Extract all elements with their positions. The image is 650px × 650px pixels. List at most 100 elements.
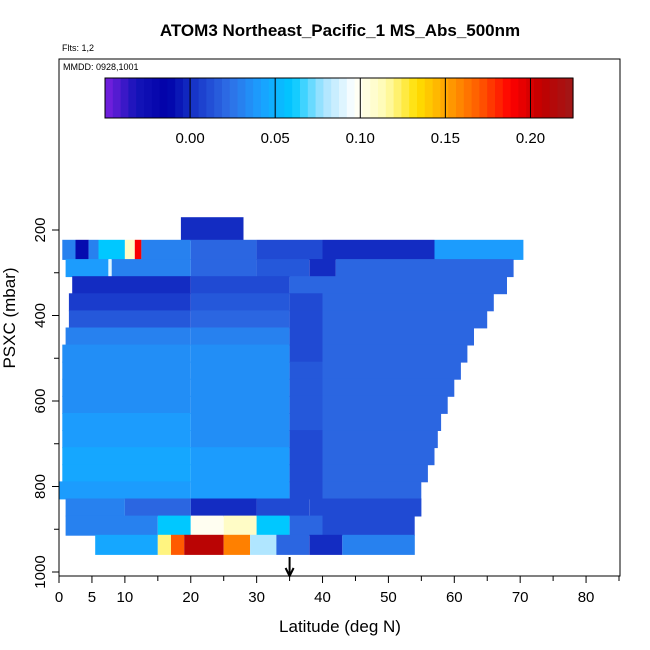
colorbar-swatch <box>487 78 496 118</box>
heatmap-cell <box>250 534 277 555</box>
heatmap-cell <box>322 344 468 363</box>
heatmap-cell <box>289 464 323 483</box>
colorbar-swatch <box>448 78 457 118</box>
heatmap-cell <box>75 239 89 260</box>
colorbar-swatch <box>370 78 379 118</box>
heatmap-cell <box>190 481 290 500</box>
heatmap-cell <box>141 239 191 260</box>
heatmap-cell <box>190 498 257 517</box>
heatmap-cell <box>65 259 109 278</box>
colorbar-swatch <box>307 78 317 118</box>
heatmap-cell <box>62 239 76 260</box>
colorbar-tick-label: 0.15 <box>431 130 460 147</box>
colorbar-swatch <box>409 78 418 118</box>
heatmap-cell <box>59 481 191 500</box>
colorbar-tick-label: 0.00 <box>175 130 204 147</box>
heatmap-cell <box>256 239 323 260</box>
heatmap-cell <box>322 464 428 483</box>
heatmap-cell <box>289 310 323 329</box>
colorbar-swatch <box>378 78 387 118</box>
heatmap-cell <box>223 515 257 536</box>
heatmap-cell <box>322 293 494 312</box>
heatmap-cell <box>134 239 142 260</box>
colorbar-swatch <box>432 78 441 118</box>
y-tick-label: 1000 <box>32 555 49 588</box>
colorbar-swatch <box>261 78 270 118</box>
heatmap-cell <box>223 534 251 555</box>
heatmap-cell <box>190 293 290 312</box>
y-axis: 200 400 600 800 1000 <box>32 217 59 589</box>
heatmap-cell <box>72 276 191 295</box>
heatmap-cell <box>65 515 158 536</box>
latitude-arrow <box>284 557 295 579</box>
colorbar-swatch <box>167 78 176 118</box>
colorbar-tick-label: 0.10 <box>346 130 375 147</box>
x-tick-label: 60 <box>446 589 463 606</box>
heatmap-cell <box>62 361 191 380</box>
colorbar-tick-label: 0.20 <box>516 130 545 147</box>
heatmap-cell <box>276 534 310 555</box>
y-tick-label: 400 <box>32 303 49 328</box>
heatmap-cell <box>289 515 323 536</box>
heatmap-cell <box>190 430 290 449</box>
colorbar-swatch <box>268 78 278 118</box>
heatmap-cell <box>322 481 422 500</box>
colorbar-swatch <box>549 78 558 118</box>
colorbar-swatch <box>518 78 527 118</box>
heatmap-cell <box>289 395 323 414</box>
heatmap-cell <box>184 534 224 555</box>
heatmap-cell <box>322 310 488 329</box>
colorbar-swatch <box>339 78 348 118</box>
colorbar-swatch <box>159 78 168 118</box>
heatmap-cell <box>322 239 435 260</box>
colorbar-swatch <box>323 78 332 118</box>
chart-title: ATOM3 Northeast_Pacific_1 MS_Abs_500nm <box>160 21 520 40</box>
colorbar-swatch <box>315 78 324 118</box>
heatmap-cell <box>342 534 415 555</box>
colorbar-swatch <box>237 78 246 118</box>
heatmap-cell <box>62 464 191 483</box>
colorbar-swatch <box>112 78 122 118</box>
heatmap-cell <box>289 361 323 380</box>
colorbar: 0.00 0.05 0.10 0.15 0.20 <box>104 77 574 147</box>
heatmap-cell <box>434 239 524 260</box>
heatmap-cell <box>322 361 461 380</box>
heatmap-cells <box>59 217 524 555</box>
colorbar-swatch <box>229 78 239 118</box>
x-tick-label: 30 <box>248 589 265 606</box>
heatmap-cell <box>322 378 455 397</box>
colorbar-swatch <box>245 78 254 118</box>
x-tick-label: 40 <box>314 589 331 606</box>
colorbar-swatch <box>456 78 465 118</box>
heatmap-cell <box>289 378 323 397</box>
heatmap-cell <box>68 310 191 329</box>
heatmap-cell <box>88 239 99 260</box>
colorbar-swatch <box>151 78 161 118</box>
heatmap-cell <box>309 259 336 278</box>
colorbar-swatch <box>214 78 223 118</box>
heatmap-cell <box>190 276 290 295</box>
colorbar-swatch <box>479 78 488 118</box>
heatmap-cell <box>157 534 171 555</box>
heatmap-cell <box>190 344 290 363</box>
heatmap-cell <box>289 430 323 449</box>
heatmap-cell <box>322 276 507 295</box>
heatmap-cell <box>62 378 191 397</box>
colorbar-swatch <box>393 78 402 118</box>
x-tick-label: 50 <box>380 589 397 606</box>
colorbar-swatch <box>128 78 137 118</box>
heatmap-cell <box>124 498 191 517</box>
heatmap-cell <box>256 259 310 278</box>
colorbar-swatch <box>440 78 449 118</box>
date-note: MMDD: 0928,1001 <box>63 62 139 72</box>
heatmap-cell <box>190 447 290 466</box>
heatmap-cell <box>190 395 290 414</box>
heatmap-cell <box>289 344 323 363</box>
heatmap-cell <box>190 378 290 397</box>
colorbar-swatch <box>557 78 566 118</box>
colorbar-swatch <box>354 78 363 118</box>
heatmap-cell <box>190 239 257 260</box>
colorbar-swatch <box>502 78 512 118</box>
colorbar-swatch <box>183 78 192 118</box>
